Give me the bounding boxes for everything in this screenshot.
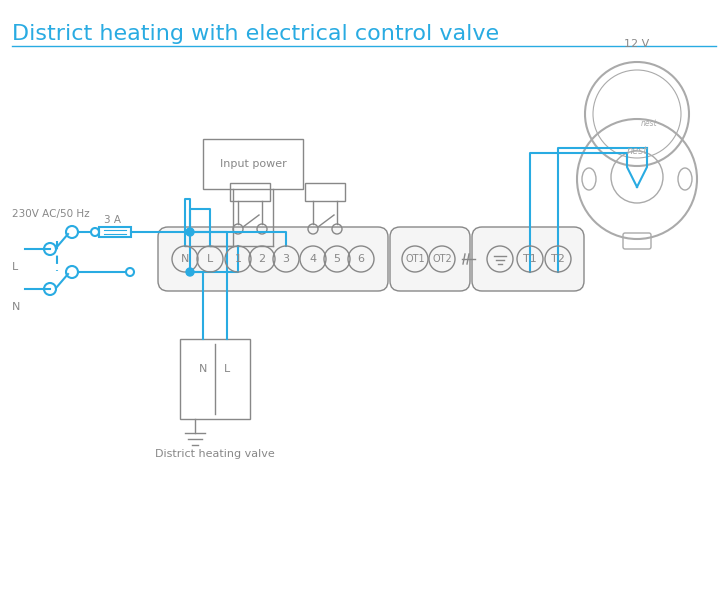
Text: 1: 1 [234,254,242,264]
Text: District heating valve: District heating valve [155,449,275,459]
Text: nest: nest [626,146,648,156]
Circle shape [186,268,194,276]
Text: N: N [181,254,189,264]
FancyBboxPatch shape [158,227,388,291]
Text: 3 A: 3 A [104,215,121,225]
Text: District heating with electrical control valve: District heating with electrical control… [12,24,499,44]
Text: 3: 3 [282,254,290,264]
Text: 5: 5 [333,254,341,264]
Text: nest: nest [641,119,657,128]
Text: T2: T2 [551,254,565,264]
Text: 2: 2 [258,254,266,264]
FancyBboxPatch shape [390,227,470,291]
Text: 12 V: 12 V [625,39,649,49]
Circle shape [91,228,99,236]
Circle shape [126,268,134,276]
FancyBboxPatch shape [472,227,584,291]
Text: T1: T1 [523,254,537,264]
Text: L: L [12,262,18,272]
Text: N: N [12,302,20,312]
Text: N: N [199,364,207,374]
Text: OT1: OT1 [405,254,425,264]
Text: Input power: Input power [220,159,286,169]
Text: L: L [224,364,230,374]
Text: OT2: OT2 [432,254,452,264]
Text: L: L [207,254,213,264]
Text: 230V AC/50 Hz: 230V AC/50 Hz [12,209,90,219]
Text: 4: 4 [309,254,317,264]
Text: 6: 6 [357,254,365,264]
Circle shape [186,228,194,236]
